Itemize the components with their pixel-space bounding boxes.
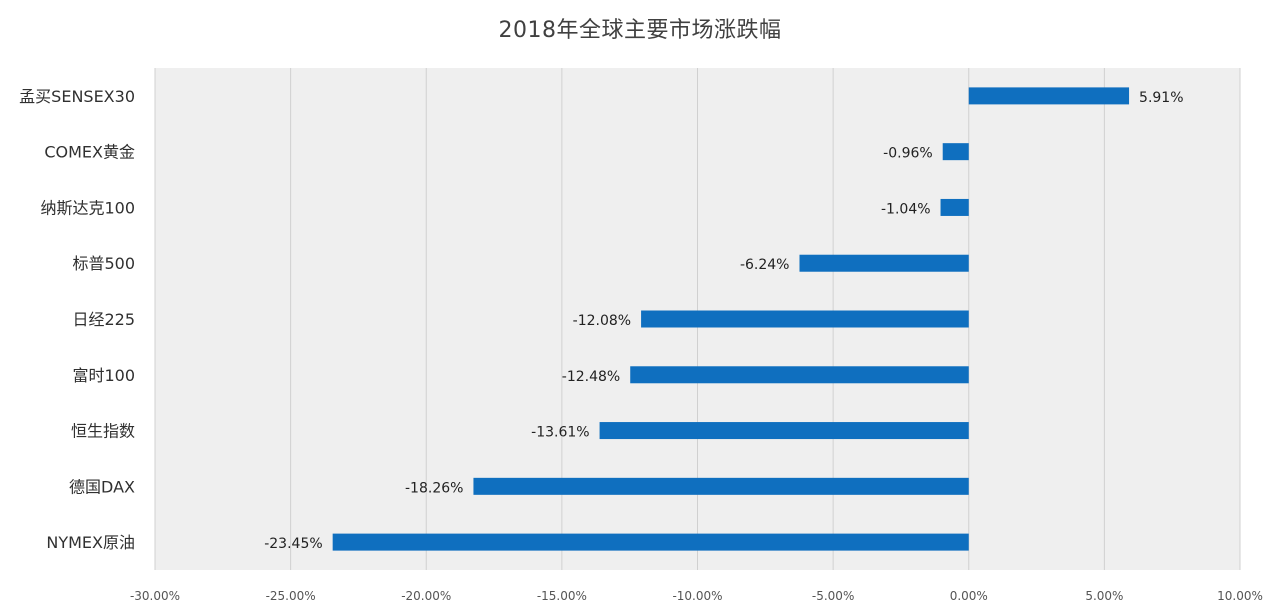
data-label: 5.91%	[1139, 90, 1183, 106]
category-label: 恒生指数	[71, 422, 135, 441]
bar	[641, 310, 969, 328]
x-tick-label: -20.00%	[401, 589, 451, 603]
bar	[599, 422, 969, 440]
data-label: -18.26%	[405, 480, 463, 496]
x-tick-label: -5.00%	[812, 589, 854, 603]
bar	[799, 254, 969, 272]
bar	[940, 198, 969, 216]
category-label: 德国DAX	[69, 477, 135, 496]
x-tick-label: -30.00%	[130, 589, 180, 603]
x-tick-label: 0.00%	[950, 589, 988, 603]
x-tick-label: 5.00%	[1085, 589, 1123, 603]
category-label: 孟买SENSEX30	[19, 87, 135, 106]
data-label: -1.04%	[881, 201, 931, 217]
bar	[473, 477, 969, 495]
category-label: 日经225	[72, 310, 135, 329]
x-tick-label: -15.00%	[537, 589, 587, 603]
bar	[942, 143, 969, 161]
data-label: -12.08%	[573, 313, 631, 329]
x-tick-label: -10.00%	[672, 589, 722, 603]
data-label: -13.61%	[531, 425, 589, 441]
chart-title: 2018年全球主要市场涨跌幅	[498, 18, 782, 43]
bar	[968, 87, 1130, 105]
bar	[332, 533, 969, 551]
category-label: NYMEX原油	[46, 533, 135, 552]
category-label: 标普500	[72, 254, 135, 273]
data-label: -23.45%	[264, 536, 322, 552]
data-label: -12.48%	[562, 369, 620, 385]
data-label: -6.24%	[740, 257, 790, 273]
x-tick-label: -25.00%	[266, 589, 316, 603]
x-tick-label: 10.00%	[1217, 589, 1263, 603]
category-label: 纳斯达克100	[40, 198, 135, 217]
bar	[630, 366, 969, 384]
data-label: -0.96%	[883, 146, 933, 162]
category-label: COMEX黄金	[44, 143, 135, 162]
category-label: 富时100	[72, 366, 135, 385]
